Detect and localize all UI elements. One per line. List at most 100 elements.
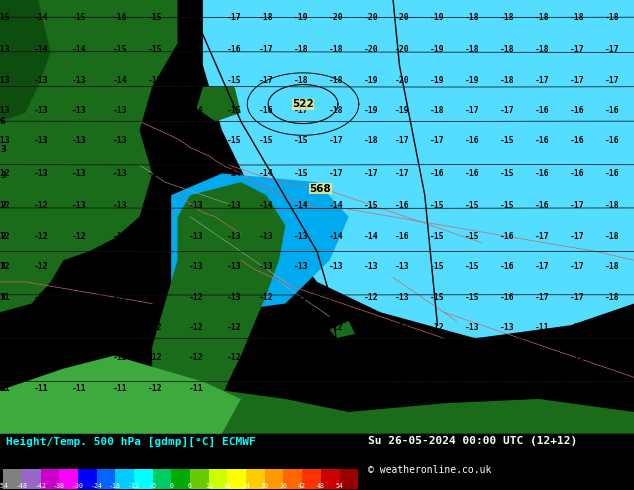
Text: -18: -18: [500, 46, 515, 54]
Text: -12: -12: [0, 201, 11, 211]
Text: -12: -12: [72, 323, 87, 332]
Polygon shape: [0, 0, 178, 312]
Text: -16: -16: [569, 106, 585, 115]
Polygon shape: [25, 208, 51, 225]
Text: -18: -18: [604, 293, 619, 301]
Text: -12: -12: [72, 262, 87, 271]
Text: -19: -19: [430, 13, 445, 22]
Text: -17: -17: [569, 232, 585, 241]
Text: 568: 568: [309, 184, 331, 194]
Text: -12: -12: [227, 353, 242, 362]
Text: -13: -13: [113, 201, 128, 211]
Bar: [96, 468, 115, 489]
Text: 1: 1: [0, 262, 6, 271]
Polygon shape: [330, 321, 355, 338]
Text: -16: -16: [569, 169, 585, 178]
Text: 3: 3: [0, 171, 6, 180]
Bar: [153, 468, 171, 489]
Text: -13: -13: [34, 136, 49, 146]
Text: -12: -12: [189, 323, 204, 332]
Text: -12: -12: [148, 323, 163, 332]
Text: -14: -14: [72, 46, 87, 54]
Text: -16: -16: [227, 46, 242, 54]
Text: -13: -13: [227, 293, 242, 301]
Text: -13: -13: [0, 46, 11, 54]
Text: -13: -13: [227, 262, 242, 271]
Text: -17: -17: [569, 76, 585, 85]
Text: -17: -17: [259, 76, 274, 85]
Text: -16: -16: [113, 13, 128, 22]
Polygon shape: [0, 390, 634, 434]
Text: -17: -17: [500, 106, 515, 115]
Text: -18: -18: [534, 46, 550, 54]
Text: -12: -12: [72, 232, 87, 241]
Text: -13: -13: [227, 201, 242, 211]
Text: -13: -13: [148, 201, 163, 211]
Text: -12: -12: [72, 353, 87, 362]
Text: -18: -18: [294, 46, 309, 54]
Bar: [59, 468, 78, 489]
Text: -14: -14: [34, 13, 49, 22]
Text: -12: -12: [189, 293, 204, 301]
Text: -15: -15: [500, 169, 515, 178]
Text: -16: -16: [604, 106, 619, 115]
Text: -13: -13: [259, 262, 274, 271]
Text: -10: -10: [294, 384, 309, 392]
Text: 12: 12: [205, 484, 213, 490]
Text: -18: -18: [604, 262, 619, 271]
Bar: [171, 468, 190, 489]
Text: -12: -12: [113, 323, 128, 332]
Text: 522: 522: [292, 99, 314, 109]
Text: -11: -11: [34, 384, 49, 392]
Text: -16: -16: [395, 201, 410, 211]
Text: -13: -13: [395, 293, 410, 301]
Text: -13: -13: [72, 169, 87, 178]
Text: -16: -16: [395, 232, 410, 241]
Text: -12: -12: [34, 232, 49, 241]
Text: -13: -13: [189, 201, 204, 211]
Text: -20: -20: [363, 46, 378, 54]
Text: -18: -18: [465, 46, 480, 54]
Text: 1: 1: [0, 353, 6, 362]
Text: -16: -16: [604, 169, 619, 178]
Text: -14: -14: [34, 46, 49, 54]
Text: -18: -18: [534, 13, 550, 22]
Text: -15: -15: [189, 46, 204, 54]
Bar: [3, 468, 22, 489]
Text: -19: -19: [465, 76, 480, 85]
Text: -12: -12: [34, 262, 49, 271]
Bar: [115, 468, 134, 489]
Text: -15: -15: [148, 76, 163, 85]
Text: -16: -16: [534, 169, 550, 178]
Text: -18: -18: [328, 106, 344, 115]
Text: -13: -13: [113, 169, 128, 178]
Text: Su 26-05-2024 00:00 UTC (12+12): Su 26-05-2024 00:00 UTC (12+12): [368, 437, 577, 446]
Bar: [321, 468, 340, 489]
Bar: [134, 468, 153, 489]
Text: -17: -17: [604, 46, 619, 54]
Text: -18: -18: [328, 76, 344, 85]
Text: -12: -12: [328, 323, 344, 332]
Text: -14: -14: [227, 169, 242, 178]
Text: 2: 2: [0, 232, 6, 241]
Text: -12: -12: [34, 323, 49, 332]
Text: -16: -16: [500, 293, 515, 301]
Text: -17: -17: [534, 232, 550, 241]
Text: -16: -16: [430, 169, 445, 178]
Text: -13: -13: [0, 136, 11, 146]
Text: -11: -11: [0, 353, 11, 362]
Text: -12: -12: [294, 323, 309, 332]
Text: -15: -15: [465, 293, 480, 301]
Text: -12: -12: [259, 323, 274, 332]
Text: -16: -16: [500, 232, 515, 241]
Bar: [302, 468, 321, 489]
Text: -13: -13: [34, 106, 49, 115]
Text: -15: -15: [294, 136, 309, 146]
Text: -15: -15: [189, 76, 204, 85]
Text: -14: -14: [328, 232, 344, 241]
Text: -13: -13: [294, 232, 309, 241]
Text: 6: 6: [188, 484, 192, 490]
Text: -20: -20: [395, 13, 410, 22]
Text: -12: -12: [363, 293, 378, 301]
Text: -18: -18: [465, 13, 480, 22]
